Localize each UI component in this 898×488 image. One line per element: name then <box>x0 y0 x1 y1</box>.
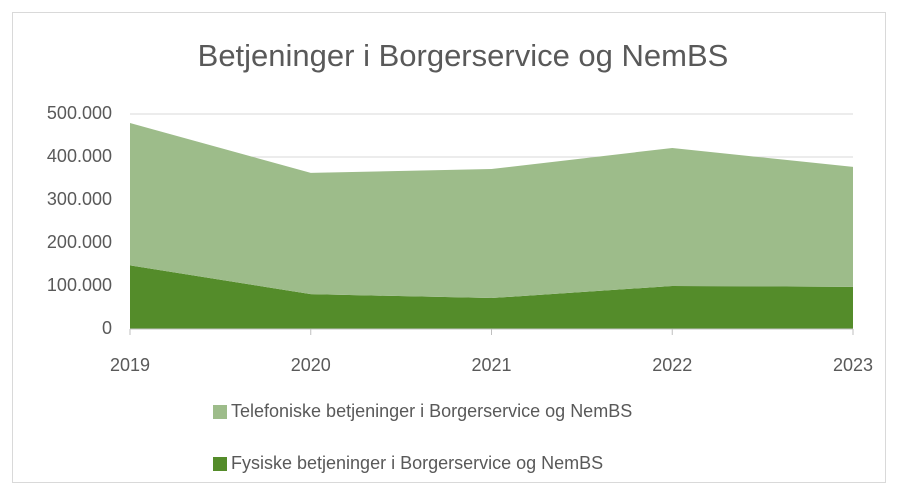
y-tick-label: 100.000 <box>47 275 112 295</box>
x-tick-label: 2019 <box>110 355 150 375</box>
y-tick-label: 400.000 <box>47 146 112 166</box>
legend-label: Telefoniske betjeninger i Borgerservice … <box>231 401 632 421</box>
y-tick-label: 500.000 <box>47 103 112 123</box>
legend-label: Fysiske betjeninger i Borgerservice og N… <box>231 453 603 473</box>
x-tick-label: 2023 <box>833 355 873 375</box>
x-tick-label: 2020 <box>291 355 331 375</box>
chart-title: Betjeninger i Borgerservice og NemBS <box>198 38 729 73</box>
y-tick-label: 0 <box>102 318 112 338</box>
area <box>130 265 853 329</box>
x-tick-label: 2021 <box>471 355 511 375</box>
area <box>130 123 853 299</box>
y-tick-label: 200.000 <box>47 232 112 252</box>
x-tick-label: 2022 <box>652 355 692 375</box>
y-tick-label: 300.000 <box>47 189 112 209</box>
legend-swatch <box>213 405 227 419</box>
legend-swatch <box>213 457 227 471</box>
